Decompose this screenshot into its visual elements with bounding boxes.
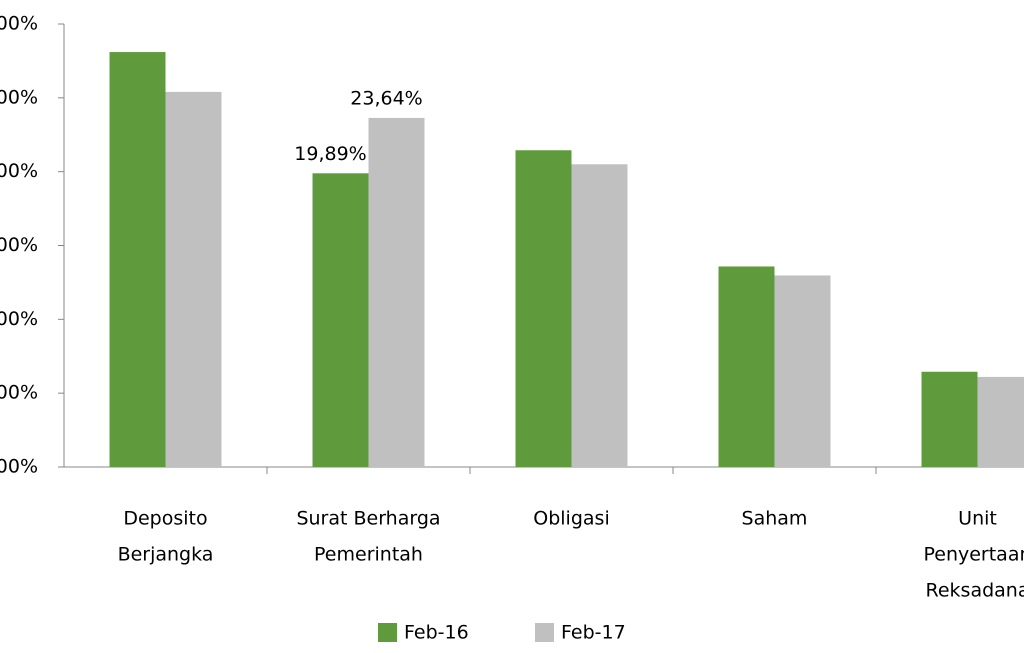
bar xyxy=(921,371,978,467)
x-tick-label: Unit xyxy=(958,508,997,530)
y-tick-label: 10,00% xyxy=(0,308,38,330)
x-tick-label: Pemerintah xyxy=(314,544,423,566)
bar xyxy=(109,52,166,467)
y-tick-label: 20,00% xyxy=(0,160,38,182)
x-tick-label: Surat Berharga xyxy=(296,508,440,530)
value-label: 19,89% xyxy=(294,143,366,165)
x-tick-label: Reksadana xyxy=(926,580,1024,602)
y-tick-label: 0,00% xyxy=(0,456,38,478)
legend-label: Feb-17 xyxy=(561,622,626,644)
x-tick-label: Saham xyxy=(742,508,808,530)
bar xyxy=(312,173,369,467)
y-tick-label: 30,00% xyxy=(0,13,38,35)
bar xyxy=(571,164,628,468)
x-tick-label: Deposito xyxy=(123,508,207,530)
y-tick-label: 5,00% xyxy=(0,382,38,404)
x-tick-label: Berjangka xyxy=(118,544,214,566)
legend-swatch xyxy=(378,623,397,642)
bar xyxy=(515,150,572,467)
bar xyxy=(368,117,425,467)
bar xyxy=(165,91,222,467)
bar xyxy=(774,275,831,467)
legend-label: Feb-16 xyxy=(404,622,469,644)
x-tick-label: Penyertaan xyxy=(923,544,1024,566)
bar xyxy=(718,266,775,467)
x-tick-label: Obligasi xyxy=(533,508,609,530)
y-tick-label: 15,00% xyxy=(0,234,38,256)
legend-swatch xyxy=(535,623,554,642)
value-label: 23,64% xyxy=(350,87,422,109)
y-tick-label: 25,00% xyxy=(0,86,38,108)
bar xyxy=(977,376,1024,467)
